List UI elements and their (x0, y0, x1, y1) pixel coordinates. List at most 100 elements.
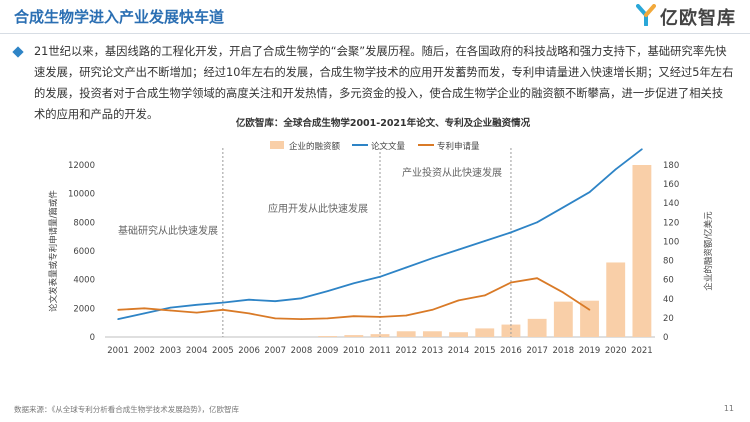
paper-count-line-point (562, 206, 565, 209)
paper-count-line-point (143, 312, 146, 315)
patent-count-line-point (326, 317, 329, 320)
right-tick-label: 60 (663, 276, 674, 286)
paper-count-line-point (326, 290, 329, 292)
intro-paragraph: 21世纪以来，基因线路的工程化开发，开启了合成生物学的“会聚”发展历程。随后，在… (34, 45, 734, 121)
patent-count-line-point (222, 308, 224, 311)
title-divider (0, 33, 750, 34)
financing-bar (449, 332, 468, 337)
phase-annotation: 应用开发从此快速发展 (268, 202, 368, 215)
paper-count-line-point (614, 168, 617, 171)
x-tick-label: 2004 (186, 346, 208, 356)
financing-bar (580, 300, 599, 337)
x-tick-label: 2006 (238, 346, 260, 356)
financing-bar (475, 328, 495, 337)
financing-bar (553, 301, 573, 337)
financing-bar (632, 165, 652, 337)
x-tick-label: 2007 (264, 346, 286, 356)
right-tick-label: 160 (663, 180, 679, 190)
paper-count-line-point (169, 306, 172, 309)
paper-count-line-point (405, 266, 407, 269)
paper-count-line-point (379, 276, 381, 278)
financing-bar (344, 335, 364, 337)
paper-count-line-point (195, 303, 198, 306)
legend-label-1: 论文文量 (371, 141, 406, 152)
paper-count-line-point (536, 221, 538, 224)
x-tick-label: 2009 (317, 346, 339, 356)
patent-count-line-point (248, 312, 250, 315)
x-tick-label: 2021 (631, 346, 653, 356)
patent-count-line-point (300, 318, 303, 320)
x-tick-label: 2012 (395, 346, 417, 356)
legend-label-2: 专利申请量 (437, 141, 480, 152)
paper-count-line-point (483, 240, 486, 242)
x-tick-label: 2010 (343, 346, 365, 356)
x-tick-label: 2002 (133, 346, 155, 356)
left-tick-label: 0 (90, 333, 95, 343)
left-tick-label: 8000 (73, 218, 95, 228)
x-tick-label: 2018 (553, 346, 575, 356)
page-number: 11 (723, 404, 734, 413)
logo-mark-icon (636, 4, 656, 30)
patent-count-line-point (405, 314, 407, 317)
right-tick-label: 100 (663, 237, 679, 247)
left-tick-label: 2000 (73, 304, 95, 314)
logo-text: 亿欧智库 (660, 8, 736, 29)
patent-count-line-point (431, 308, 434, 311)
chart-title: 亿欧智库：全球合成生物学2001-2021年论文、专利及企业融资情况 (236, 117, 531, 129)
patent-count-line-point (536, 277, 538, 280)
patent-count-line-point (353, 315, 355, 318)
paper-count-line-point (248, 298, 250, 301)
x-tick-label: 2020 (605, 346, 627, 356)
x-tick-label: 2015 (474, 346, 496, 356)
patent-count-line (118, 277, 590, 320)
paper-count-line-point (510, 231, 512, 234)
patent-count-line-point (195, 311, 198, 314)
patent-count-line-point (483, 294, 486, 297)
x-tick-label: 2001 (107, 346, 129, 356)
patent-count-line-point (143, 307, 146, 310)
right-tick-label: 0 (663, 333, 668, 343)
financing-bar (318, 336, 338, 337)
patent-count-line-point (117, 308, 119, 311)
financing-bar (396, 331, 416, 337)
right-tick-label: 20 (663, 314, 674, 324)
patent-count-line-point (457, 299, 460, 302)
x-tick-label: 2019 (579, 346, 601, 356)
paper-count-line-point (300, 297, 303, 300)
patent-count-line-point (588, 308, 591, 311)
financing-bar (422, 331, 442, 337)
financing-bar (606, 262, 626, 337)
source-note: 数据来源：《从全球专利分析看合成生物学技术发展趋势》，亿欧智库 (14, 405, 239, 414)
patent-count-line-point (510, 281, 512, 284)
x-tick-label: 2017 (526, 346, 548, 356)
paper-count-line-point (641, 148, 643, 151)
left-axis-label: 论文发表量或专利申请量/篇或件 (48, 190, 59, 312)
left-tick-label: 6000 (73, 247, 95, 257)
x-tick-label: 2016 (500, 346, 522, 356)
x-tick-label: 2014 (448, 346, 470, 356)
x-tick-label: 2013 (422, 346, 444, 356)
patent-count-line-point (169, 309, 172, 312)
x-tick-label: 2008 (291, 346, 313, 356)
legend-label-0: 企业的融资额 (289, 141, 341, 152)
x-tick-label: 2005 (212, 346, 234, 356)
x-tick-label: 2011 (369, 346, 391, 356)
patent-count-line-point (562, 291, 565, 294)
paper-count-line-point (274, 300, 277, 302)
patent-count-line-point (274, 317, 277, 320)
right-tick-label: 80 (663, 257, 674, 267)
left-tick-label: 4000 (73, 276, 95, 286)
right-tick-label: 40 (663, 295, 674, 305)
paper-count-line-point (222, 301, 224, 304)
left-tick-label: 10000 (68, 190, 95, 200)
financing-bar (527, 318, 547, 337)
paper-count-line-point (431, 257, 434, 259)
right-tick-label: 140 (663, 199, 679, 209)
right-axis-label: 企业的融资额/亿美元 (703, 211, 714, 291)
right-tick-label: 120 (663, 218, 679, 228)
financing-bar (370, 334, 390, 337)
brand-logo: 亿欧智库 (636, 4, 736, 30)
phase-annotation: 产业投资从此快速发展 (402, 166, 502, 179)
patent-count-line-point (379, 316, 381, 318)
